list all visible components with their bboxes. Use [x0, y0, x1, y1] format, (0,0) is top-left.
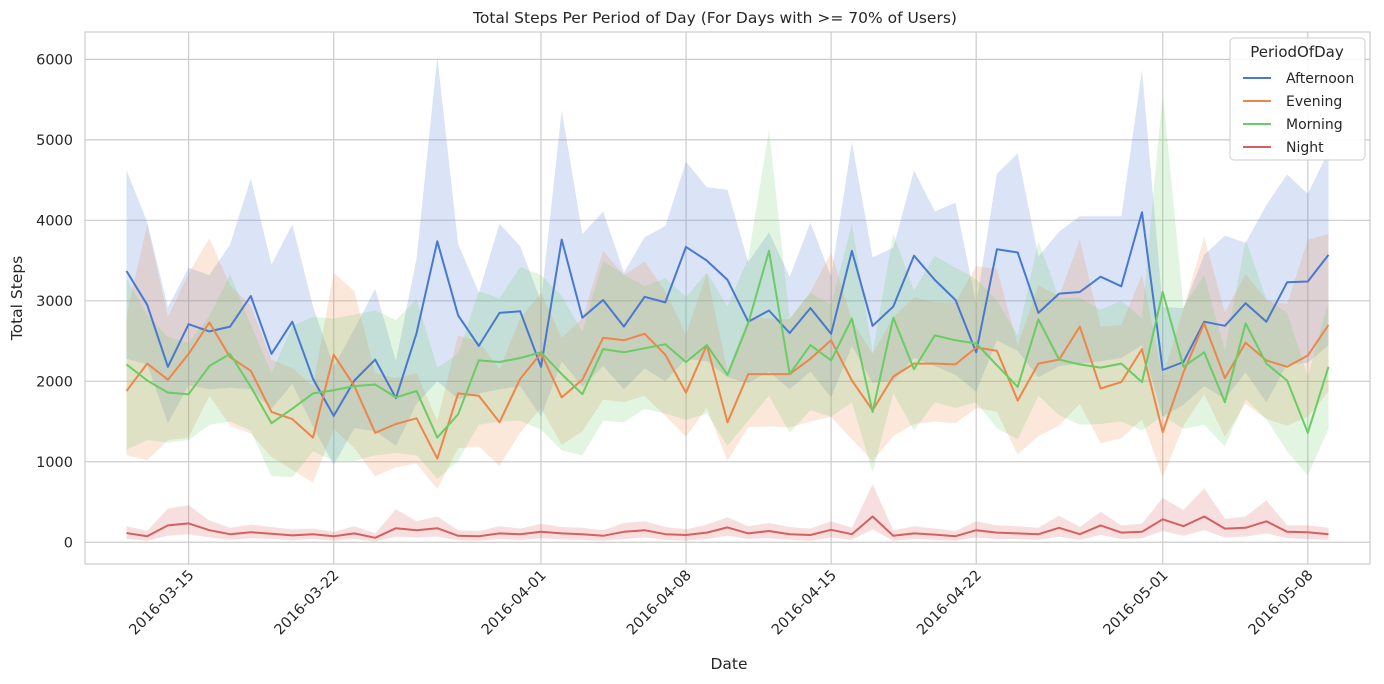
- grid: [85, 32, 1370, 564]
- y-tick-labels: 0 1000 2000 3000 4000 5000 6000: [36, 52, 73, 551]
- x-tick-labels: 2016-03-15 2016-03-22 2016-04-01 2016-04-08…: [127, 568, 1317, 639]
- y-axis-label: Total Steps: [8, 256, 26, 342]
- axes: [84, 31, 1371, 565]
- band-night: [126, 484, 1329, 542]
- series-lines: [125, 211, 1330, 539]
- legend-frame: [1229, 37, 1366, 161]
- x-axis-label: Date: [710, 655, 747, 673]
- legend-items: Afternoon Evening Morning Night: [1243, 71, 1354, 156]
- x-tick-label: 2016-05-08: [1246, 568, 1317, 639]
- y-tick-label: 4000: [36, 213, 73, 229]
- legend-label-afternoon: Afternoon: [1286, 71, 1354, 87]
- plot-area: [85, 32, 1370, 564]
- legend-label-evening: Evening: [1286, 94, 1342, 110]
- x-tick-label: 2016-04-22: [914, 568, 985, 639]
- legend-label-morning: Morning: [1286, 117, 1343, 133]
- band-afternoon: [126, 57, 1329, 465]
- y-tick-label: 6000: [36, 52, 73, 68]
- x-tick-label: 2016-03-15: [127, 568, 198, 639]
- y-tick-label: 3000: [36, 294, 73, 310]
- x-tick-label: 2016-04-08: [624, 568, 695, 639]
- legend-title: PeriodOfDay: [1250, 43, 1344, 61]
- y-tick-label: 0: [64, 535, 73, 551]
- line-afternoon: [125, 211, 1330, 417]
- line-night: [126, 515, 1329, 539]
- x-tick-label: 2016-05-01: [1101, 568, 1172, 639]
- plot-frame: [84, 31, 1371, 565]
- y-tick-label: 2000: [36, 374, 73, 390]
- x-tick-label: 2016-03-22: [272, 568, 343, 639]
- legend: PeriodOfDay Afternoon Evening Morning Night: [1229, 37, 1366, 161]
- legend-label-night: Night: [1286, 140, 1324, 156]
- y-tick-label: 5000: [36, 133, 73, 149]
- x-tick-label: 2016-04-15: [769, 568, 840, 639]
- chart-title: Total Steps Per Period of Day (For Days …: [472, 9, 957, 27]
- y-tick-label: 1000: [36, 455, 73, 471]
- band-evening: [126, 224, 1329, 490]
- x-tick-label: 2016-04-01: [479, 568, 550, 639]
- line-morning: [125, 249, 1330, 439]
